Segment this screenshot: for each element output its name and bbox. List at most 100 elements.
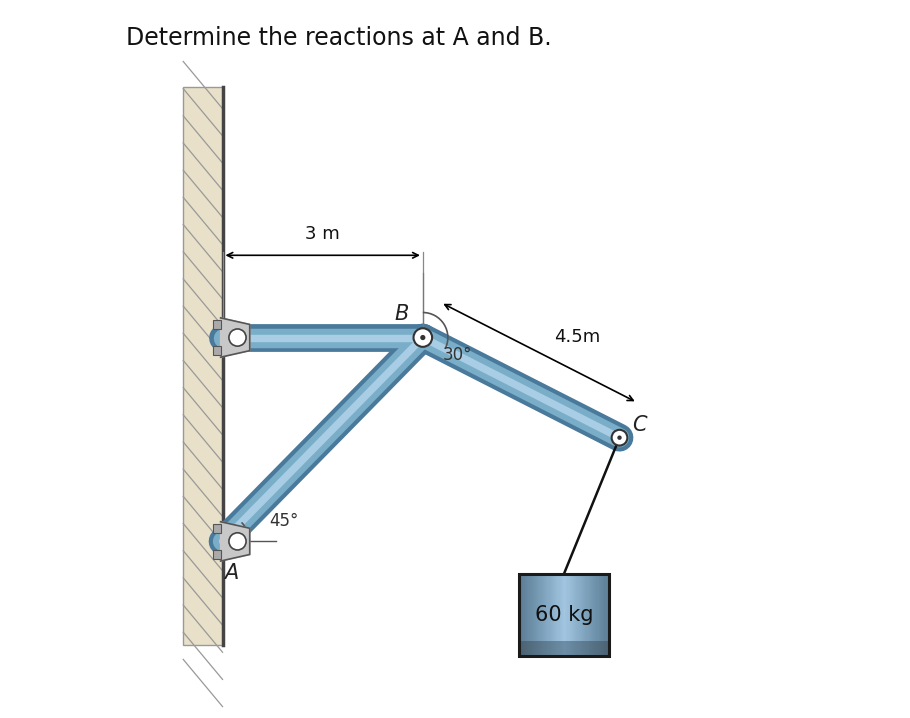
Bar [544,641,545,656]
Text: 3 m: 3 m [306,225,340,243]
Bar [586,641,588,656]
Bar [560,641,561,656]
Bar [522,641,524,656]
Bar [590,574,592,656]
Bar [568,574,569,656]
Bar [600,641,602,656]
Bar [543,574,544,656]
Circle shape [229,329,246,346]
Bar [605,641,607,656]
Bar [556,641,558,656]
Bar [586,574,588,656]
Circle shape [229,533,246,550]
Bar [580,574,581,656]
Bar [520,574,521,656]
Bar [537,574,539,656]
Bar [557,641,559,656]
Bar [607,574,608,656]
Bar [530,641,531,656]
Text: 4.5m: 4.5m [554,327,601,345]
Bar [603,641,604,656]
Bar [602,641,603,656]
Bar [547,641,549,656]
Bar [525,574,526,656]
Bar [556,574,558,656]
Bar [520,574,609,656]
Bar [544,574,545,656]
Bar [599,641,601,656]
Bar [596,641,598,656]
Bar [557,574,559,656]
Bar [214,320,220,329]
Bar [582,574,583,656]
Bar [571,641,572,656]
Bar [568,641,569,656]
Bar [598,574,599,656]
Bar [539,574,540,656]
Bar [547,574,549,656]
Bar [535,574,537,656]
Bar [539,641,540,656]
Text: A: A [224,563,238,582]
Bar [599,574,601,656]
Bar [592,574,593,656]
Bar [604,641,606,656]
Bar [566,641,568,656]
Bar [579,574,580,656]
Bar [598,641,599,656]
Bar [589,641,590,656]
Bar [541,641,543,656]
Bar [524,641,525,656]
Bar [588,641,589,656]
Bar [584,574,586,656]
Bar [534,641,535,656]
Bar [551,574,553,656]
Bar [534,574,535,656]
Bar [540,574,541,656]
Bar [582,641,583,656]
Circle shape [617,436,622,440]
Bar [559,574,560,656]
Bar [550,641,551,656]
Bar [520,641,521,656]
Bar [605,574,607,656]
Bar [536,641,538,656]
Bar [576,574,578,656]
Bar [601,574,602,656]
Bar [574,641,576,656]
Bar [601,641,602,656]
Bar [214,346,220,355]
Bar [553,641,554,656]
Bar [537,641,539,656]
Bar [559,641,560,656]
Bar [588,574,589,656]
Bar [214,550,220,559]
Bar [553,574,554,656]
Circle shape [612,430,627,446]
Bar [561,574,562,656]
Bar [571,641,573,656]
Text: C: C [632,414,647,434]
Circle shape [413,328,432,347]
Bar [570,641,571,656]
Bar [573,641,574,656]
Bar [592,641,593,656]
Bar [600,574,602,656]
Bar [551,641,553,656]
Text: 30°: 30° [443,346,472,365]
Bar [576,641,578,656]
Bar [541,641,542,656]
Bar [521,574,523,656]
Bar [530,574,531,656]
Bar [563,641,564,656]
Text: Determine the reactions at A and B.: Determine the reactions at A and B. [126,27,551,50]
Bar [563,574,564,656]
Bar [551,641,552,656]
Bar [571,574,573,656]
Bar [584,641,586,656]
Bar [591,574,592,656]
Bar [561,641,562,656]
Bar [602,574,603,656]
Bar [529,574,530,656]
Circle shape [420,335,425,340]
